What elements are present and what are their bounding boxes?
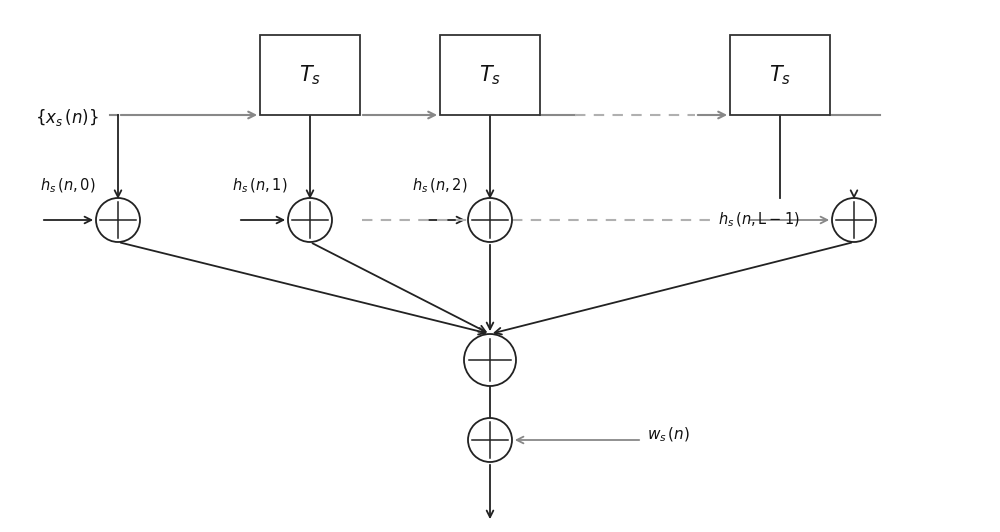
Text: $h_s\,(n,1)$: $h_s\,(n,1)$ xyxy=(232,177,288,195)
Text: $\{x_s\,(n)\}$: $\{x_s\,(n)\}$ xyxy=(35,106,99,128)
Ellipse shape xyxy=(468,198,512,242)
Ellipse shape xyxy=(96,198,140,242)
Text: $T_s$: $T_s$ xyxy=(769,63,791,87)
Text: $T_s$: $T_s$ xyxy=(479,63,501,87)
Text: $w_s\,(n)$: $w_s\,(n)$ xyxy=(647,426,690,444)
Ellipse shape xyxy=(464,334,516,386)
Ellipse shape xyxy=(832,198,876,242)
Bar xyxy=(730,35,830,115)
Ellipse shape xyxy=(288,198,332,242)
Text: $h_s\,(n,0)$: $h_s\,(n,0)$ xyxy=(40,177,96,195)
Bar xyxy=(440,35,540,115)
Ellipse shape xyxy=(468,418,512,462)
Bar xyxy=(260,35,360,115)
Text: $h_s\,(n,{\rm L}-1)$: $h_s\,(n,{\rm L}-1)$ xyxy=(718,211,800,229)
Text: $h_s\,(n,2)$: $h_s\,(n,2)$ xyxy=(412,177,468,195)
Text: $T_s$: $T_s$ xyxy=(299,63,321,87)
